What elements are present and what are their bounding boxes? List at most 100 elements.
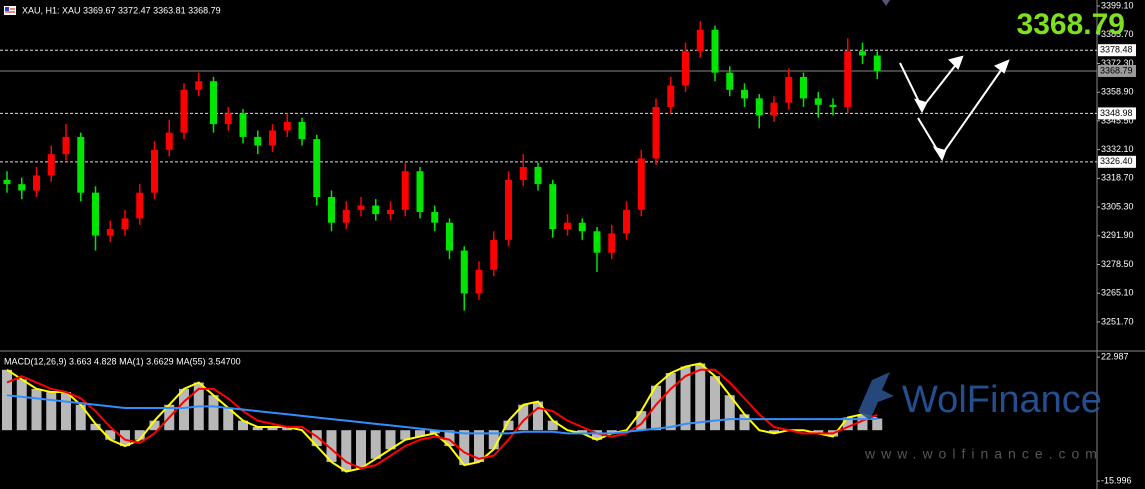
candle-body <box>283 121 291 131</box>
candle-body <box>401 171 409 210</box>
histogram-bar <box>326 430 337 462</box>
histogram-bar <box>813 430 824 434</box>
y-tick-label: 22.987 <box>1101 352 1129 362</box>
histogram-bar <box>311 430 322 447</box>
histogram-bar <box>592 430 602 440</box>
candle-body <box>652 106 660 159</box>
candle-body <box>62 136 70 155</box>
histogram-bar <box>238 420 248 431</box>
histogram-bar <box>739 414 750 431</box>
candle-body <box>387 209 394 215</box>
indicator-line <box>6 394 878 435</box>
candle-body <box>18 184 26 191</box>
histogram-bar <box>872 418 883 431</box>
candle-body <box>682 51 689 86</box>
candle-body <box>608 233 616 253</box>
candle-body <box>696 29 704 52</box>
histogram-bar <box>857 414 868 431</box>
level-label: 3348.98 <box>1100 108 1133 118</box>
candle-body <box>490 239 498 270</box>
candle-body <box>829 104 837 107</box>
candle-body <box>814 98 822 105</box>
level-label-box <box>1098 155 1136 168</box>
candle-body <box>224 113 232 125</box>
candle-body <box>770 102 778 116</box>
candle-body <box>534 166 542 185</box>
candle-body <box>711 29 719 73</box>
histogram-bar <box>547 420 558 431</box>
histogram-bar <box>680 366 691 431</box>
histogram-bar <box>105 430 116 440</box>
candle-body <box>372 205 380 215</box>
chart-header: XAU, H1: XAU 3369.67 3372.47 3363.81 336… <box>22 5 221 15</box>
histogram-bar <box>46 392 57 431</box>
histogram-bar <box>710 376 720 431</box>
histogram-bar <box>636 411 647 431</box>
histogram-bar <box>282 427 293 431</box>
candle-body <box>460 250 468 294</box>
candle-body <box>564 222 571 230</box>
histogram-bar <box>533 401 543 431</box>
candle-body <box>844 51 852 107</box>
candle-body <box>755 98 763 116</box>
candle-body <box>593 231 601 253</box>
histogram-bar <box>488 430 499 450</box>
watermark: WolFinance www.wolfinance.com <box>858 372 1102 462</box>
histogram-bar <box>61 392 71 431</box>
candle-body <box>254 136 262 146</box>
candle-body <box>121 218 129 230</box>
candle-body <box>136 192 144 219</box>
indicator-line <box>6 368 878 470</box>
y-tick-label: 3305.30 <box>1101 201 1134 211</box>
candle-body <box>77 136 85 193</box>
candle-body <box>47 154 55 176</box>
current-price-box <box>1098 64 1136 77</box>
candle-body <box>785 76 793 103</box>
histogram-bar <box>606 430 617 434</box>
level-label: 3378.48 <box>1100 45 1133 55</box>
histogram-bar <box>385 430 396 450</box>
candle-body <box>313 139 321 197</box>
candle-body <box>151 149 158 193</box>
candle-body <box>165 132 173 150</box>
candle-body <box>33 175 40 191</box>
histogram-bar <box>90 423 101 431</box>
candle-body <box>431 211 439 223</box>
candle-body <box>416 171 424 212</box>
candle-body <box>195 81 203 90</box>
candle-body <box>269 130 276 146</box>
histogram-bar <box>651 385 661 431</box>
histogram-bar <box>223 407 234 431</box>
y-tick-label: 3265.10 <box>1101 288 1134 298</box>
candle-body <box>623 209 630 234</box>
histogram-bar <box>459 430 470 466</box>
indicator-line <box>6 362 878 473</box>
y-tick-label: 3345.50 <box>1101 115 1134 125</box>
candle-body <box>357 205 365 210</box>
histogram-bar <box>665 372 676 431</box>
y-tick-label: -15.996 <box>1101 475 1132 485</box>
macd-header: MACD(12,26,9) 3.663 4.828 MA(1) 3.6629 M… <box>4 356 241 366</box>
level-label-box <box>1098 107 1136 120</box>
histogram-bar <box>252 427 263 431</box>
candle-body <box>726 72 734 90</box>
histogram-bar <box>341 430 352 472</box>
histogram-bar <box>695 363 706 431</box>
symbol-icon <box>4 6 16 15</box>
histogram-bar <box>356 430 366 469</box>
y-tick-label: 3385.70 <box>1101 29 1134 39</box>
candle-body <box>106 229 114 236</box>
current-price-label: 3368.79 <box>1100 65 1133 75</box>
histogram-bar <box>31 388 42 431</box>
price-display: 3368.79 <box>1017 8 1125 41</box>
candle-body <box>475 269 483 294</box>
histogram-bar <box>208 395 219 431</box>
y-tick-label: 3291.90 <box>1101 230 1134 240</box>
candle-body <box>210 81 217 125</box>
candle-body <box>873 55 881 71</box>
histogram-bar <box>267 427 278 431</box>
candle-body <box>741 89 748 99</box>
candle-body <box>637 158 645 210</box>
